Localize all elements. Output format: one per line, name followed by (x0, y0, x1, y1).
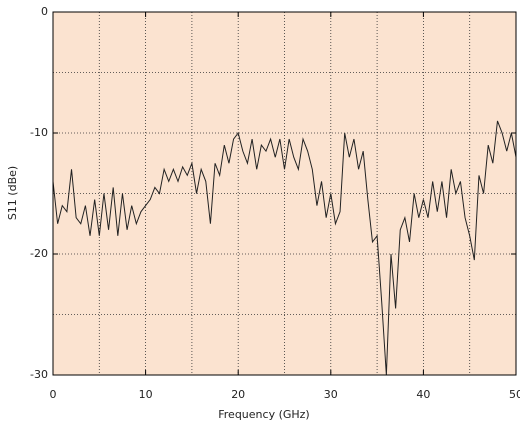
y-tick-label: 0 (41, 5, 48, 18)
y-tick-label: -20 (30, 247, 48, 260)
y-axis-label: S11 (dBe) (6, 166, 19, 220)
x-tick-label: 40 (416, 388, 430, 401)
x-axis-label: Frequency (GHz) (218, 408, 309, 421)
x-tick-label: 50 (509, 388, 520, 401)
x-tick-label: 30 (324, 388, 338, 401)
x-tick-label: 0 (50, 388, 57, 401)
y-tick-label: -30 (30, 368, 48, 381)
y-tick-label: -10 (30, 126, 48, 139)
data-line (52, 120, 517, 376)
plot-frame (52, 11, 517, 376)
x-tick-label: 10 (139, 388, 153, 401)
x-tick-label: 20 (231, 388, 245, 401)
